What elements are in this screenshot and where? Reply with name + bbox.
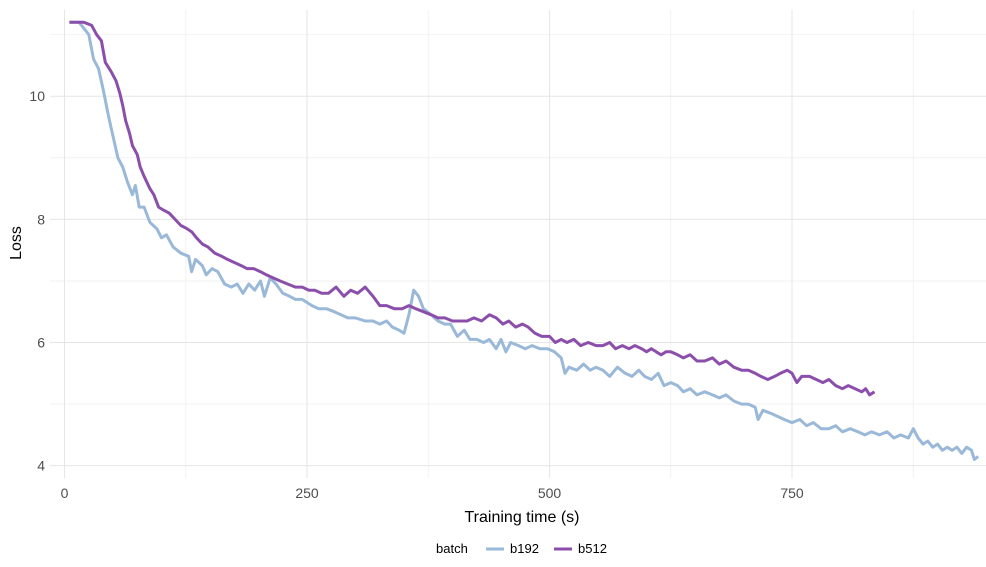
chart-series-lines bbox=[69, 22, 978, 459]
x-axis-title: Training time (s) bbox=[465, 509, 580, 526]
y-tick-label: 10 bbox=[29, 88, 45, 104]
legend-title: batch bbox=[436, 541, 468, 556]
x-tick-label: 250 bbox=[295, 485, 319, 501]
y-tick-label: 4 bbox=[37, 458, 45, 474]
series-line-b192 bbox=[69, 22, 978, 459]
chart-grid bbox=[50, 10, 986, 478]
y-tick-label: 6 bbox=[37, 335, 45, 351]
y-tick-label: 8 bbox=[37, 211, 45, 227]
legend-label-b192: b192 bbox=[510, 541, 539, 556]
x-tick-label: 750 bbox=[780, 485, 804, 501]
x-tick-label: 500 bbox=[538, 485, 562, 501]
x-tick-label: 0 bbox=[61, 485, 69, 501]
chart-legend: batch b192 b512 bbox=[436, 541, 607, 556]
legend-label-b512: b512 bbox=[578, 541, 607, 556]
y-axis-title: Loss bbox=[8, 226, 25, 260]
